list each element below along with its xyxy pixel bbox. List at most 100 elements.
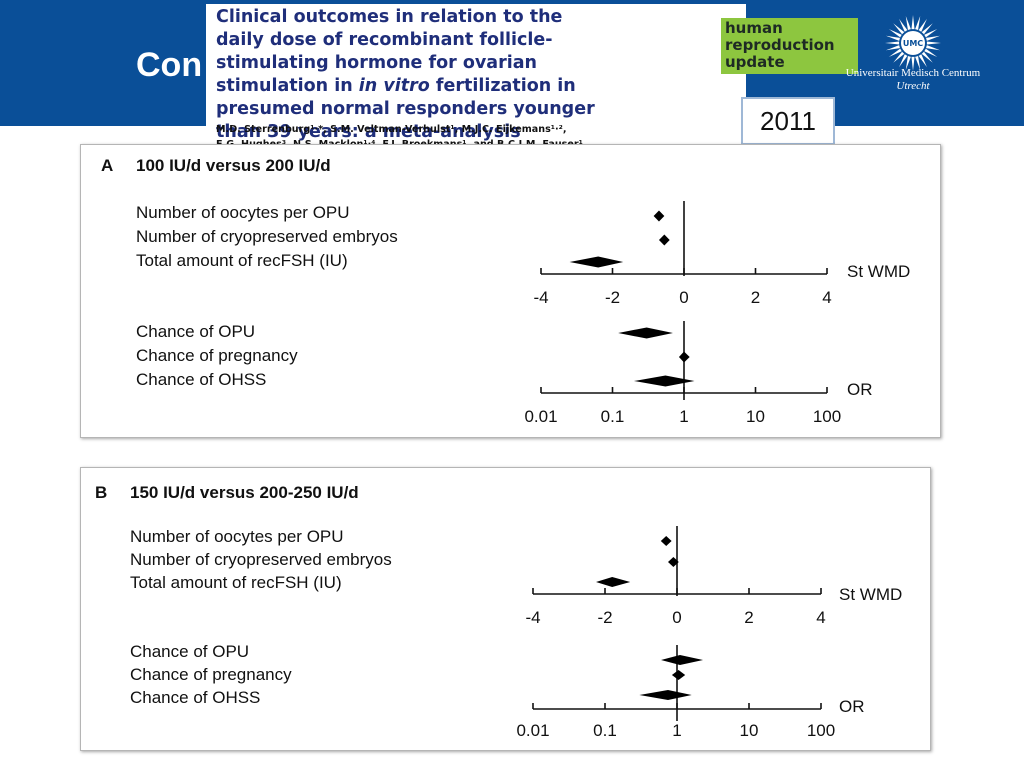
effect-diamond	[671, 670, 686, 680]
slide-title: Con	[136, 46, 203, 84]
logo-ray	[893, 51, 905, 63]
panel-title: 100 IU/d versus 200 IU/d	[136, 156, 331, 175]
logo-ray	[918, 18, 927, 32]
logo-ray	[915, 56, 921, 71]
paper-title-segment: in vitro	[358, 76, 430, 96]
row-label: Chance of OHSS	[130, 688, 260, 707]
effect-diamond	[596, 577, 631, 587]
x-tick-label: 0.1	[593, 721, 617, 740]
effect-diamond	[661, 655, 704, 665]
logo-ray	[926, 45, 941, 51]
x-tick-label: 0.01	[516, 721, 549, 740]
x-tick-label: -4	[533, 288, 548, 307]
row-label: Chance of OHSS	[136, 370, 266, 389]
logo-ray	[911, 56, 915, 71]
paper-title-segment: fertilization in	[429, 76, 576, 96]
logo-ray	[885, 41, 900, 45]
x-tick-label: 0	[672, 608, 681, 627]
logo-ray	[899, 18, 908, 32]
x-tick-label: 10	[746, 407, 765, 426]
x-tick-label: -2	[605, 288, 620, 307]
row-label: Number of oocytes per OPU	[136, 203, 350, 222]
logo-ray	[926, 41, 941, 45]
paper-title: Clinical outcomes in relation to the dail…	[216, 6, 736, 144]
logo-ray	[926, 35, 941, 41]
paper-title-segment: presumed normal responders younger	[216, 99, 595, 119]
logo-ray	[915, 15, 921, 30]
paper-title-line: Clinical outcomes in relation to the	[216, 6, 736, 29]
x-tick-label: 4	[816, 608, 825, 627]
year-badge: 2011	[741, 97, 835, 145]
effect-diamond	[668, 557, 679, 567]
panel-label: B	[95, 483, 107, 502]
journal-line-2: reproduction	[725, 36, 835, 54]
row-label: Chance of OPU	[136, 322, 255, 341]
row-label: Total amount of recFSH (IU)	[130, 573, 342, 592]
x-tick-label: 10	[740, 721, 759, 740]
effect-diamond	[634, 375, 695, 387]
logo-ray	[905, 56, 911, 71]
effect-diamond	[618, 327, 673, 339]
paper-title-segment: stimulation in	[216, 76, 359, 96]
x-tick-label: 4	[822, 288, 831, 307]
effect-diamond	[653, 210, 665, 222]
panel-title: 150 IU/d versus 200-250 IU/d	[130, 483, 359, 502]
logo-text: UMC	[903, 39, 923, 48]
forest-panel-a: A 100 IU/d versus 200 IU/d -4 -2 0 2 4 St WMD Nu…	[80, 144, 941, 438]
paper-title-segment: Clinical outcomes in relation to the	[216, 7, 563, 27]
row-label: Total amount of recFSH (IU)	[136, 251, 348, 270]
effect-diamond	[678, 351, 690, 363]
x-tick-label: -2	[597, 608, 612, 627]
row-label: Number of cryopreserved embryos	[136, 227, 398, 246]
paper-title-segment: stimulating hormone for ovarian	[216, 53, 538, 73]
logo-ray	[911, 15, 915, 30]
x-tick-label: 2	[744, 608, 753, 627]
paper-title-segment: daily dose of recombinant follicle-	[216, 30, 553, 50]
logo-ray	[899, 54, 908, 68]
forest-plot-a: A 100 IU/d versus 200 IU/d -4 -2 0 2 4 St WMD Nu…	[101, 156, 910, 426]
authors-line-1: M.D. Sterrenburg¹·*, S.M. Veltman-Verhul…	[216, 124, 567, 135]
x-tick-label: 0	[679, 288, 688, 307]
x-axis-label: St WMD	[847, 262, 910, 281]
logo-ray	[885, 35, 900, 41]
x-tick-label: 2	[751, 288, 760, 307]
logo-ray	[921, 23, 933, 35]
paper-title-line: stimulating hormone for ovarian	[216, 52, 736, 75]
journal-line-1: human	[725, 19, 783, 37]
effect-diamond	[660, 536, 672, 546]
x-tick-label: -4	[525, 608, 540, 627]
x-tick-label: 1	[679, 407, 688, 426]
paper-title-line: than 39 years: a meta-analysis	[216, 121, 736, 144]
logo-ray	[924, 48, 938, 57]
panel-label: A	[101, 156, 113, 175]
x-tick-label: 100	[807, 721, 835, 740]
journal-line-3: update	[725, 53, 785, 71]
paper-title-line: daily dose of recombinant follicle-	[216, 29, 736, 52]
institution-city: Utrecht	[896, 80, 930, 92]
logo-ray	[893, 23, 905, 35]
forest-plot-b: B 150 IU/d versus 200-250 IU/d -4 -2 0 2 4 St W…	[95, 483, 902, 740]
logo-ray	[888, 48, 902, 57]
logo-ray	[924, 29, 938, 38]
x-tick-label: 1	[672, 721, 681, 740]
x-axis-label: St WMD	[839, 585, 902, 604]
logo-ray	[885, 45, 900, 51]
row-label: Number of oocytes per OPU	[130, 527, 344, 546]
effect-diamond	[569, 256, 624, 268]
x-axis-label: OR	[847, 380, 873, 399]
logo-ray	[905, 15, 911, 30]
x-tick-label: 0.1	[601, 407, 625, 426]
logo-ray	[918, 54, 927, 68]
journal-badge: human reproduction update	[721, 18, 858, 74]
logo-ray	[888, 29, 902, 38]
x-axis-label: OR	[839, 697, 865, 716]
row-label: Chance of pregnancy	[136, 346, 298, 365]
x-tick-label: 0.01	[524, 407, 557, 426]
logo-ray	[921, 51, 933, 63]
row-label: Number of cryopreserved embryos	[130, 550, 392, 569]
x-tick-label: 100	[813, 407, 841, 426]
institution-name: Universitair Medisch Centrum	[845, 67, 981, 79]
paper-title-line: presumed normal responders younger	[216, 98, 736, 121]
paper-citation: Clinical outcomes in relation to the dail…	[206, 4, 746, 152]
row-label: Chance of OPU	[130, 642, 249, 661]
